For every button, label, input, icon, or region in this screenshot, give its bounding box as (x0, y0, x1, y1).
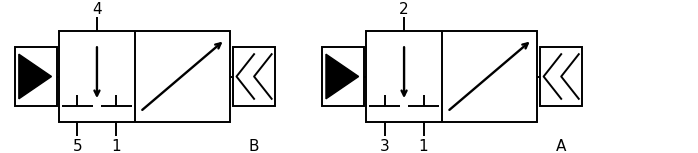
Bar (59, 31, 230, 122)
Text: B: B (248, 139, 260, 153)
Polygon shape (19, 54, 52, 99)
Text: A: A (556, 139, 566, 153)
Polygon shape (326, 54, 359, 99)
Bar (366, 31, 537, 122)
Text: 5: 5 (73, 139, 82, 153)
Text: 3: 3 (380, 139, 389, 153)
Text: 4: 4 (92, 2, 102, 17)
Bar (233, 47, 275, 106)
Text: 2: 2 (399, 2, 409, 17)
Bar (15, 47, 57, 106)
Text: 1: 1 (419, 139, 429, 153)
Bar (322, 47, 364, 106)
Bar (540, 47, 582, 106)
Text: 1: 1 (112, 139, 121, 153)
